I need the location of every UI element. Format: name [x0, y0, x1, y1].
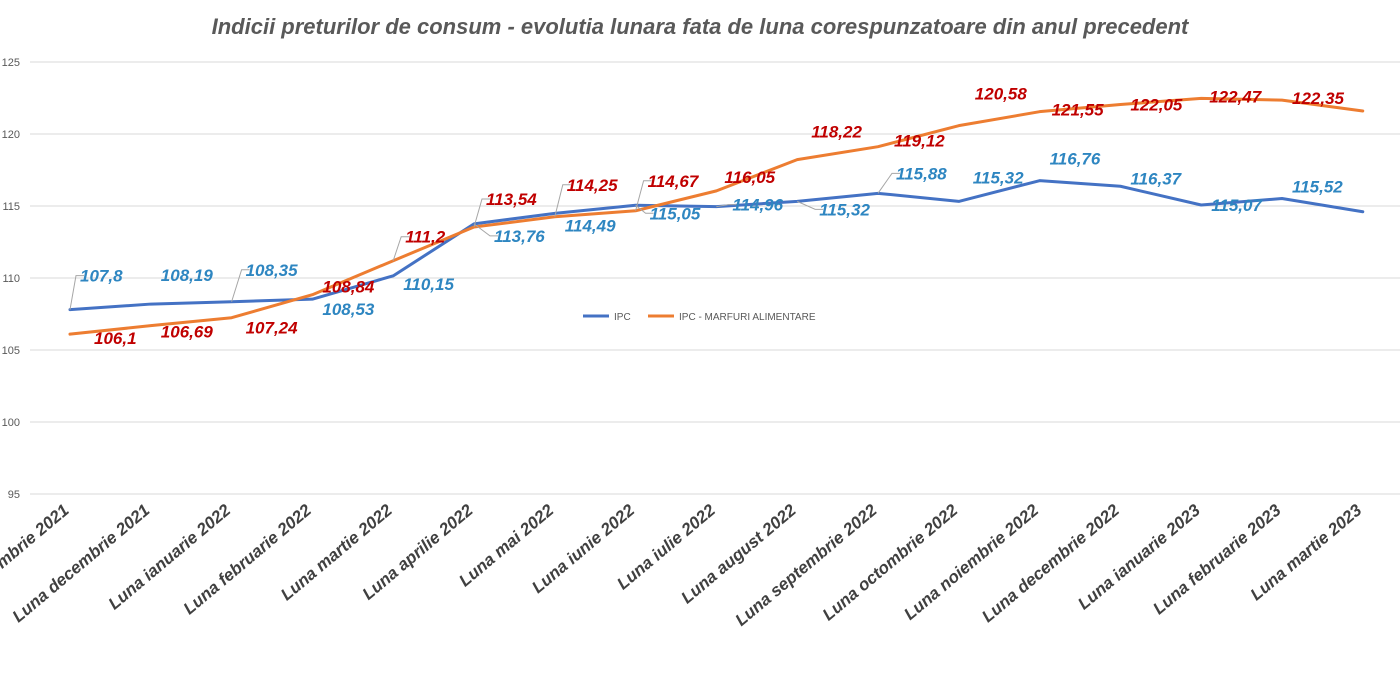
data-label: 115,05	[650, 204, 701, 223]
data-label: 108,53	[322, 300, 375, 319]
leader-line	[635, 180, 652, 211]
data-label: 120,58	[975, 85, 1028, 104]
series-line	[68, 96, 1365, 336]
data-label: 115,32	[819, 200, 870, 219]
data-label: 108,35	[246, 261, 299, 280]
data-label: 113,54	[486, 190, 537, 209]
data-label: 121,55	[1052, 101, 1105, 120]
data-label: 118,22	[811, 123, 862, 142]
chart-title: Indicii preturilor de consum - evolutia …	[211, 14, 1189, 39]
data-label: 115,88	[896, 164, 947, 183]
x-tick-label: Luna septembrie 2022	[732, 500, 881, 630]
y-tick-label: 105	[2, 345, 20, 357]
x-tick-label: Luna decembrie 2021	[9, 501, 154, 627]
legend-label: IPC	[614, 312, 631, 323]
x-tick-label: Luna noiembrie 2022	[900, 500, 1042, 624]
y-tick-label: 100	[2, 417, 20, 429]
data-label: 108,19	[161, 266, 214, 285]
data-label: 115,32	[973, 168, 1024, 187]
data-label: 122,05	[1130, 95, 1183, 114]
data-label: 108,84	[322, 278, 375, 297]
y-tick-label: 115	[2, 201, 20, 213]
data-label: 115,07	[1211, 196, 1263, 215]
leader-line	[473, 223, 498, 237]
data-label: 111,2	[405, 228, 446, 247]
leader-line	[69, 275, 84, 310]
x-tick-label: Luna octombrie 2022	[819, 500, 962, 624]
data-label: 122,47	[1209, 87, 1263, 106]
data-label: 106,69	[161, 323, 214, 342]
data-label: 114,49	[565, 216, 616, 235]
data-label: 107,24	[246, 319, 299, 338]
leader-line	[635, 204, 654, 214]
leader-line	[554, 184, 571, 217]
leader-line	[392, 236, 410, 261]
leader-line	[231, 269, 250, 302]
data-label: 114,25	[567, 176, 618, 195]
y-tick-label: 120	[2, 129, 20, 141]
x-tick-label: Luna decembrie 2022	[978, 500, 1123, 626]
data-label: 119,12	[894, 132, 945, 151]
data-label: 114,96	[732, 196, 783, 215]
data-label: 116,05	[724, 168, 775, 187]
leader-line	[877, 172, 900, 194]
leader-line	[796, 200, 824, 210]
data-label: 110,15	[403, 275, 454, 294]
y-tick-label: 95	[8, 489, 20, 501]
data-label: 106,1	[94, 329, 137, 348]
data-label: 107,8	[80, 267, 123, 286]
leader-line	[716, 204, 737, 208]
y-tick-label: 110	[2, 273, 20, 285]
leader-line	[473, 198, 490, 228]
data-label: 116,37	[1130, 169, 1182, 188]
series-line	[68, 179, 1365, 312]
data-label: 115,52	[1292, 178, 1343, 197]
legend-label: IPC - MARFURI ALIMENTARE	[679, 312, 816, 323]
y-tick-label: 125	[2, 57, 20, 69]
data-label: 113,76	[494, 227, 545, 246]
data-label: 122,35	[1292, 89, 1345, 108]
data-label: 116,76	[1050, 150, 1101, 169]
data-label: 114,67	[648, 172, 700, 191]
